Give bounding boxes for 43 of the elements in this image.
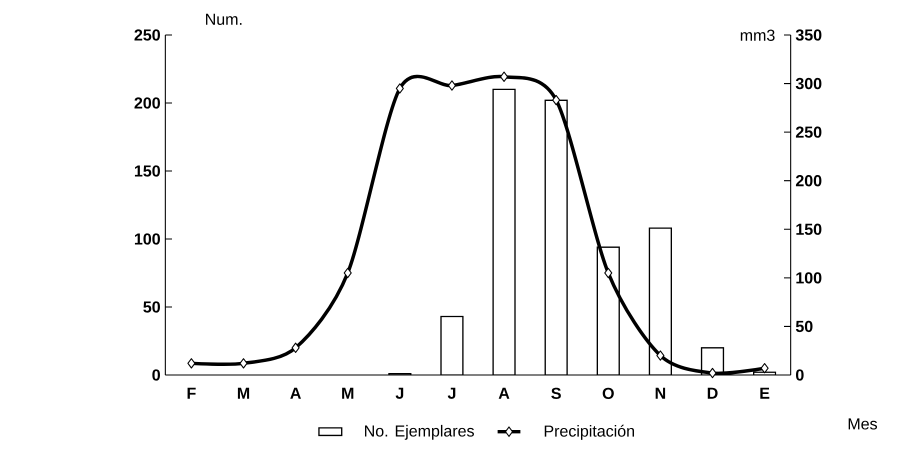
y2-tick-label: 200 [796,175,822,186]
y-tick-label: 50 [143,301,160,313]
y2-tick-label: 250 [796,126,822,138]
point [292,342,300,353]
point [656,350,664,361]
x-axis-title: Mes [848,418,878,430]
x-tick-label: N [656,388,666,399]
point [448,80,456,91]
y-tick-label: 0 [152,369,160,381]
point [239,358,248,369]
point [760,362,769,374]
point [500,72,508,82]
point [344,268,352,278]
y2-tick-label: 300 [796,78,822,90]
y2-tick-label: 350 [796,29,822,41]
point [604,268,612,278]
y-tick-label: 250 [134,29,160,41]
x-tick-label: A [290,388,301,399]
point [708,368,717,378]
x-tick-label: E [760,388,770,399]
y2-tick-label: 50 [796,320,813,332]
y-axis-title: Num. [206,14,242,25]
point [187,358,196,369]
x-tick-label: A [498,388,510,399]
y2-tick-label: 100 [796,272,822,284]
y-tick-label: 150 [134,165,160,177]
y-tick-label: 200 [134,97,160,109]
y2-tick-label: 0 [796,369,804,381]
point [552,94,560,106]
legend-label: Precipitación [544,424,634,440]
x-tick-label: O [602,388,614,400]
x-tick-label: F [188,388,196,399]
x-tick-label: S [551,388,561,400]
y-tick-label: 100 [134,233,160,245]
y2-tick-label: 150 [796,224,822,235]
x-tick-label: J [396,388,404,399]
point [396,83,404,94]
y2-axis-title: mm3 [740,30,775,41]
legend-label: No. Ejemplares [365,424,474,440]
x-tick-label: D [708,388,718,399]
x-tick-label: J [448,388,456,399]
x-tick-label: M [238,388,250,399]
x-tick-label: M [342,388,354,399]
